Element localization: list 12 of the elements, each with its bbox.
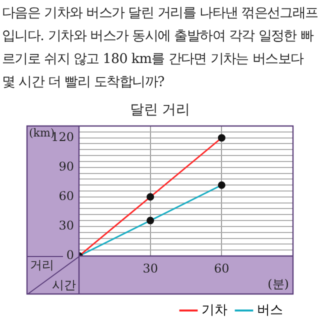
y-tick-label: 90 [58,159,74,174]
y-axis-title: (km) [29,126,55,140]
legend-label: 기차 [202,302,228,318]
text: 시간 [52,278,76,292]
y-tick-label: 60 [58,189,74,204]
y-tick-label: 30 [58,218,74,233]
x-axis-title: (분) [268,277,289,292]
y-tick-label: 0 [66,248,74,262]
text: 거리 [30,258,54,272]
legend-label: 버스 [257,302,283,318]
text: 다음은 기차와 버스가 달린 거리를 나타낸 꺾은선그래프입니다. 기차와 버스가 동시에 출발하여 각각 일정한 빠르기로 쉬지 않고 180 km를 간다면 기차는 버스보다 몇 시간 더 빨리 도착합니까? [2,5,318,92]
chart-title: 달린 거리 [128,101,192,119]
